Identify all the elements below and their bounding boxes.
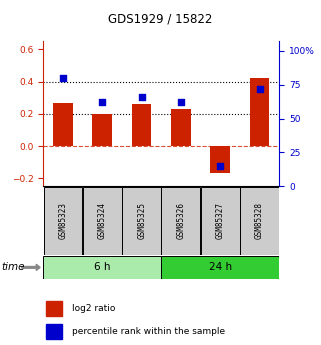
Point — [257, 86, 262, 91]
Bar — [46, 301, 62, 316]
Point — [139, 94, 144, 100]
Bar — [46, 324, 62, 339]
Bar — [53, 102, 73, 146]
Text: time: time — [2, 263, 25, 272]
Text: GSM85324: GSM85324 — [98, 202, 107, 239]
Bar — [122, 187, 161, 255]
Text: GSM85326: GSM85326 — [177, 202, 186, 239]
Text: GSM85327: GSM85327 — [216, 202, 225, 239]
Bar — [132, 104, 152, 146]
Bar — [44, 187, 82, 255]
Bar — [161, 187, 200, 255]
Text: log2 ratio: log2 ratio — [72, 304, 115, 313]
Bar — [161, 256, 279, 279]
Bar — [211, 146, 230, 174]
Point — [100, 100, 105, 105]
Text: GSM85328: GSM85328 — [255, 202, 264, 239]
Bar — [92, 114, 112, 146]
Text: GSM85323: GSM85323 — [58, 202, 67, 239]
Text: GSM85325: GSM85325 — [137, 202, 146, 239]
Bar — [171, 109, 191, 146]
Text: 24 h: 24 h — [209, 263, 232, 272]
Bar — [240, 187, 279, 255]
Point — [178, 100, 184, 105]
Text: 6 h: 6 h — [94, 263, 110, 272]
Bar — [201, 187, 240, 255]
Text: percentile rank within the sample: percentile rank within the sample — [72, 327, 225, 336]
Bar — [83, 187, 122, 255]
Text: GDS1929 / 15822: GDS1929 / 15822 — [108, 12, 213, 25]
Point — [60, 75, 65, 81]
Bar — [250, 78, 269, 146]
Point — [218, 163, 223, 169]
Bar — [43, 256, 161, 279]
